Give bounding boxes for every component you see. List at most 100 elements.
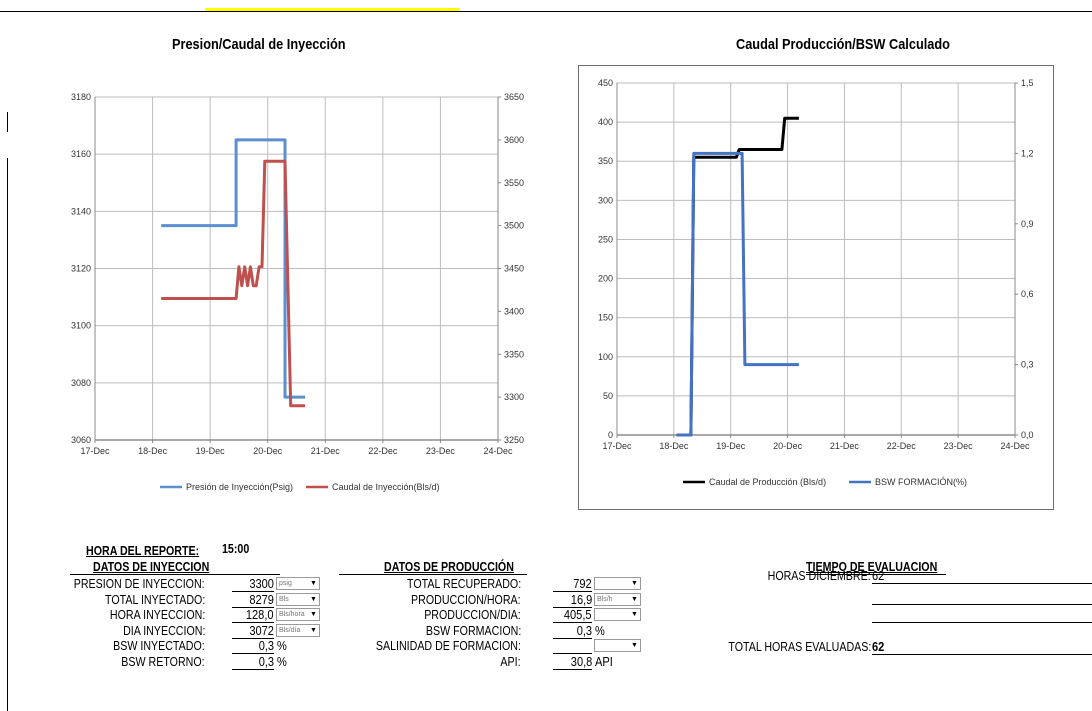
dropdown-arrow-icon[interactable]: ▼ [631,595,638,603]
chart2-container: 450 400 350 300 250 200 150 100 50 0 1,5 1,2 0,9 0,6 0… [578,65,1054,510]
chart2-series-2-line [676,151,799,437]
chart1-xtick: 17-Dec [80,446,110,456]
chart1-ytick-left: 3160 [71,149,91,159]
produccion-unit-6: API [595,653,613,669]
chart2-legend-label-1: Caudal de Producción (Bls/d) [709,477,826,487]
chart2-ytick-left: 400 [598,117,613,127]
chart1-ytick-right: 3500 [504,221,524,231]
inyeccion-value-2[interactable]: 8279 [232,592,274,608]
produccion-unit-select-5[interactable]: ▼ [594,639,641,652]
highlight-bar [205,8,460,12]
horas-diciembre-label: HORAS DICIEMBRE: [767,568,871,583]
hora-reporte-label: HORA DEL REPORTE: [86,543,200,558]
unit-select-text: Bls/día [279,626,301,634]
unit-select-text: Bls/h [597,595,613,603]
chart1-ytick-right: 3300 [504,392,524,402]
chart1-ytick-left: 3060 [71,435,91,445]
chart2-ytick-left: 300 [598,195,613,205]
chart1-xtick: 23-Dec [426,446,456,456]
horas-diciembre-value[interactable]: 62 [872,568,1092,584]
inyeccion-unit-select-3[interactable]: Bls/hora ▼ [276,608,320,621]
chart2-ytick-right: 0,6 [1021,289,1034,299]
chart1-legend-label-2: Caudal de Inyección(Bls/d) [332,482,440,492]
left-border [7,158,8,711]
inyeccion-unit-select-1[interactable]: psig ▼ [276,577,320,590]
inyeccion-header: DATOS DE INYECCION [93,559,210,574]
chart1-ytick-left: 3080 [71,378,91,388]
chart2-ytick-right: 0,3 [1021,360,1034,370]
produccion-unit-select-1[interactable]: ▼ [594,577,641,590]
chart1-title: Presion/Caudal de Inyección [172,36,346,53]
produccion-label-2: PRODUCCION/HORA: [411,591,521,607]
produccion-header: DATOS DE PRODUCCIÓN [384,559,514,574]
chart2-ytick-right: 0,9 [1021,219,1034,229]
chart2-ytick-left: 150 [598,313,613,323]
produccion-value-2[interactable]: 16,9 [553,592,592,608]
chart1-ytick-left: 3100 [71,321,91,331]
chart1-ytick-right: 3250 [504,435,524,445]
chart2-xtick: 24-Dec [1000,441,1030,451]
chart2-ytick-right: 1,2 [1021,148,1034,158]
chart2-xtick: 19-Dec [716,441,746,451]
chart2-legend-label-2: BSW FORMACIÓN(%) [875,477,967,487]
chart2-ytick-left: 0 [608,430,613,440]
chart1-legend-label-1: Presión de Inyección(Psig) [186,482,293,492]
dropdown-arrow-icon[interactable]: ▼ [631,611,638,618]
chart2-title: Caudal Producción/BSW Calculado [736,36,950,53]
inyeccion-unit-6: % [277,653,287,669]
chart2-xtick: 22-Dec [887,441,917,451]
produccion-value-3[interactable]: 405,5 [553,607,592,623]
produccion-label-5: SALINIDAD DE FORMACION: [375,638,521,653]
chart2-xtick: 17-Dec [602,441,632,451]
chart2-ytick-left: 250 [598,234,613,244]
chart2-ytick-left: 200 [598,274,613,284]
chart1-ytick-left: 3180 [71,92,91,102]
produccion-value-6[interactable]: 30,8 [553,654,592,670]
unit-select-text: Bls/hora [279,611,305,618]
inyeccion-value-3[interactable]: 128,0 [232,607,274,623]
dropdown-arrow-icon[interactable]: ▼ [310,626,317,634]
chart2-xtick: 18-Dec [659,441,689,451]
chart1-series-2-line [161,159,306,408]
produccion-label-4: BSW FORMACION: [425,622,521,638]
produccion-unit-4: % [595,622,605,638]
produccion-unit-select-3[interactable]: ▼ [594,608,641,621]
inyeccion-value-1[interactable]: 3300 [232,576,274,592]
chart1-ytick-right: 3600 [504,135,524,145]
inyeccion-label-4: DIA INYECCION: [122,622,205,638]
inyeccion-unit-select-4[interactable]: Bls/día ▼ [276,623,320,637]
produccion-value-5[interactable] [553,638,592,654]
chart2-ytick-left: 450 [598,78,613,88]
chart1-ytick-right: 3650 [504,92,524,102]
dropdown-arrow-icon[interactable]: ▼ [310,595,317,603]
horas-blank-line-2 [872,622,1092,623]
chart1-xtick: 18-Dec [138,446,168,456]
dropdown-arrow-icon[interactable]: ▼ [631,580,638,587]
produccion-value-4[interactable]: 0,3 [553,623,592,639]
inyeccion-value-6[interactable]: 0,3 [232,654,274,670]
inyeccion-value-4[interactable]: 3072 [232,623,274,639]
tiempo-header: TIEMPO DE EVALUACION [806,559,938,574]
inyeccion-label-1: PRESION DE INYECCION: [74,576,205,591]
dropdown-arrow-icon[interactable]: ▼ [631,642,638,649]
chart1-ytick-left: 3120 [71,264,91,274]
chart1-xtick: 19-Dec [196,446,226,456]
dropdown-arrow-icon[interactable]: ▼ [310,611,317,618]
unit-select-text: psig [279,580,292,587]
dropdown-arrow-icon[interactable]: ▼ [310,580,317,587]
chart2-ytick-left: 100 [598,352,613,362]
produccion-unit-select-2[interactable]: Bls/h ▼ [594,592,641,606]
total-horas-value[interactable]: 62 [872,639,1092,655]
inyeccion-value-5[interactable]: 0,3 [232,638,274,654]
chart1-ytick-right: 3350 [504,349,524,359]
chart2-xtick: 23-Dec [944,441,974,451]
unit-select-text: Bls [279,595,289,603]
chart2-ytick-right: 1,5 [1021,78,1034,88]
chart1-container: 3180 3160 3140 3120 3100 3080 3060 3650 3600 3550… [36,75,546,513]
inyeccion-label-3: HORA INYECCION: [109,607,205,622]
inyeccion-label-5: BSW INYECTADO: [113,638,205,653]
chart1-series-1-line [161,138,306,399]
produccion-value-1[interactable]: 792 [553,576,592,592]
inyeccion-unit-select-2[interactable]: Bls ▼ [276,592,320,606]
inyeccion-unit-5: % [277,638,287,653]
